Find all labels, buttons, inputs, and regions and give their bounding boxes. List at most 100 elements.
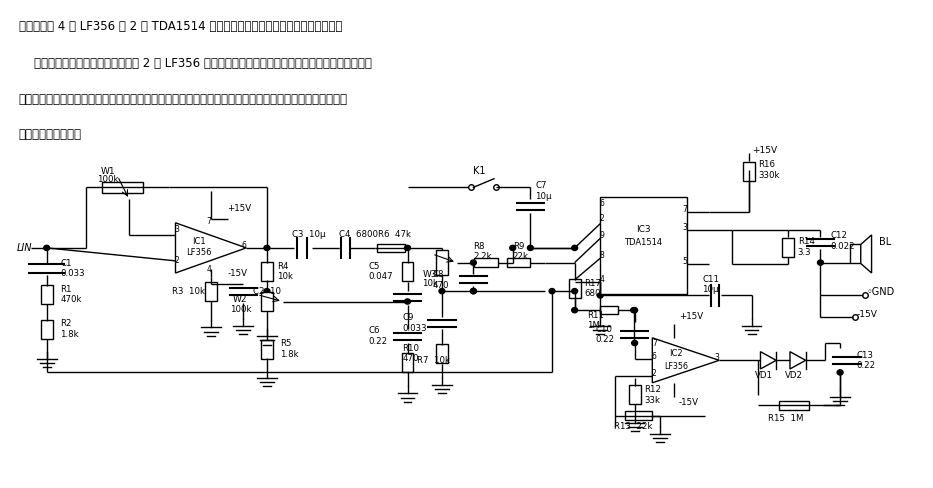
Circle shape — [632, 307, 637, 313]
Bar — [743, 163, 755, 182]
Bar — [436, 344, 448, 363]
Text: 4: 4 — [206, 265, 212, 274]
Text: C4  6800: C4 6800 — [339, 229, 378, 239]
Text: R13  22k: R13 22k — [614, 423, 652, 431]
Circle shape — [572, 288, 578, 294]
Text: W3: W3 — [423, 270, 438, 279]
Text: R12
33k: R12 33k — [645, 385, 661, 405]
Text: R11
1M: R11 1M — [588, 311, 605, 330]
Bar — [102, 182, 143, 193]
Text: C12
0.022: C12 0.022 — [830, 231, 855, 251]
Text: -15V: -15V — [856, 310, 878, 319]
Text: C6
0.22: C6 0.22 — [369, 326, 387, 346]
Text: R4
10k: R4 10k — [277, 262, 293, 281]
Text: C8
470: C8 470 — [432, 270, 449, 289]
Text: 6: 6 — [652, 351, 657, 361]
Bar — [600, 197, 687, 294]
Text: C2  10: C2 10 — [253, 286, 281, 296]
Text: R10
470: R10 470 — [403, 344, 420, 363]
Polygon shape — [790, 352, 806, 369]
Text: 2: 2 — [174, 257, 179, 265]
Circle shape — [509, 245, 516, 250]
Text: ◦GND: ◦GND — [867, 286, 895, 297]
Text: 100k: 100k — [97, 175, 118, 184]
Text: 式音调的音质更好，直通开关的作用是当播放保真度很高的音乐时，按下直通开关，即可切除音调电路，听: 式音调的音质更好，直通开关的作用是当播放保真度很高的音乐时，按下直通开关，即可切… — [19, 93, 348, 106]
Polygon shape — [652, 338, 719, 383]
Text: +15V: +15V — [752, 146, 777, 155]
Bar — [436, 250, 448, 275]
Text: +15V: +15V — [679, 312, 703, 321]
Circle shape — [527, 245, 534, 250]
Text: IC1: IC1 — [192, 237, 206, 245]
Text: C3  10μ: C3 10μ — [292, 229, 326, 239]
Text: -15V: -15V — [679, 398, 699, 407]
Bar — [41, 285, 52, 304]
Polygon shape — [175, 223, 246, 273]
Text: R17
680: R17 680 — [584, 279, 602, 298]
Text: R14
3.3: R14 3.3 — [798, 237, 815, 257]
Bar — [401, 262, 413, 281]
Polygon shape — [760, 352, 776, 369]
Text: 2: 2 — [600, 214, 605, 223]
Text: +15V: +15V — [228, 203, 252, 213]
Text: 本着简洁至上的原则，本电路采用 2 只 LF356 构成一个带直通开关的衰减式音调，它比通常的负反馈: 本着简洁至上的原则，本电路采用 2 只 LF356 构成一个带直通开关的衰减式音… — [19, 58, 371, 70]
Text: 4: 4 — [600, 275, 605, 284]
Text: 7: 7 — [682, 205, 688, 214]
Bar — [779, 401, 809, 409]
Bar — [474, 258, 498, 267]
Polygon shape — [861, 235, 871, 273]
Text: R5
1.8k: R5 1.8k — [280, 339, 299, 359]
Text: 8: 8 — [600, 251, 605, 260]
Text: K1: K1 — [473, 165, 486, 176]
Text: R9
22k: R9 22k — [513, 242, 529, 261]
Circle shape — [631, 307, 636, 313]
Circle shape — [470, 260, 477, 265]
Circle shape — [264, 245, 270, 250]
Text: VD2: VD2 — [785, 370, 803, 380]
Text: R8
2.2k: R8 2.2k — [473, 242, 492, 261]
Circle shape — [405, 245, 411, 250]
Circle shape — [405, 299, 411, 304]
Text: 100k: 100k — [230, 305, 251, 314]
Text: R16
330k: R16 330k — [759, 161, 780, 180]
Bar — [261, 340, 272, 359]
Text: R6  47k: R6 47k — [378, 229, 411, 239]
Bar — [205, 282, 216, 301]
Circle shape — [439, 288, 445, 294]
Text: 6: 6 — [242, 241, 246, 250]
Text: 2: 2 — [652, 369, 657, 378]
Bar — [600, 306, 618, 314]
Text: C13
0.22: C13 0.22 — [856, 350, 876, 370]
Text: 7: 7 — [652, 339, 657, 347]
Bar — [41, 320, 52, 339]
Text: C10
0.22: C10 0.22 — [595, 325, 615, 344]
Text: R3  10k: R3 10k — [172, 286, 204, 296]
Bar — [377, 244, 405, 252]
Text: LF356: LF356 — [187, 248, 212, 257]
Text: 5: 5 — [682, 257, 688, 266]
Text: 3: 3 — [715, 353, 719, 362]
Text: C5
0.047: C5 0.047 — [369, 262, 393, 281]
Text: LF356: LF356 — [664, 362, 688, 371]
Bar — [401, 352, 413, 371]
Text: R7  10k: R7 10k — [417, 356, 451, 365]
Circle shape — [817, 260, 824, 265]
Circle shape — [837, 370, 843, 375]
Text: W2: W2 — [233, 295, 247, 304]
Text: R1
470k: R1 470k — [61, 285, 82, 305]
Bar — [782, 238, 794, 257]
Bar — [629, 386, 641, 405]
Text: C1
0.033: C1 0.033 — [61, 259, 85, 278]
Text: IC3: IC3 — [636, 225, 651, 234]
Circle shape — [632, 341, 637, 346]
Text: 7: 7 — [206, 217, 212, 225]
Text: 9: 9 — [600, 231, 605, 241]
Circle shape — [44, 245, 49, 250]
Text: 6: 6 — [600, 200, 605, 208]
Text: IC2: IC2 — [669, 349, 683, 358]
Text: R2
1.8k: R2 1.8k — [61, 320, 79, 339]
Bar — [625, 411, 652, 420]
Text: C7
10μ: C7 10μ — [536, 181, 551, 201]
Bar — [507, 258, 530, 267]
Text: R15  1M: R15 1M — [769, 414, 804, 423]
